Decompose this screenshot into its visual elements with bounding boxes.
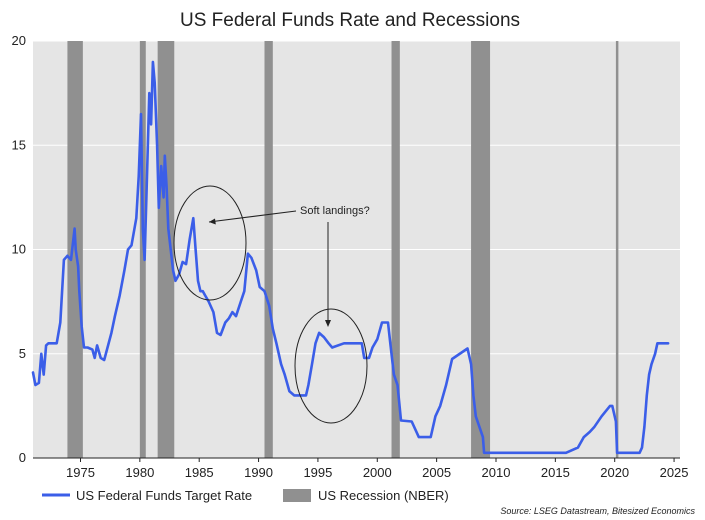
legend-label-rate: US Federal Funds Target Rate [76, 488, 252, 503]
annotation-arrow-1 [208, 210, 297, 223]
y-tick-label: 20 [12, 33, 26, 48]
x-tick-label: 1985 [185, 465, 214, 480]
y-axis: 0 5 10 15 20 [12, 33, 680, 465]
x-tick-label: 2005 [422, 465, 451, 480]
x-tick-label: 2025 [660, 465, 689, 480]
recession-band [264, 41, 273, 458]
y-tick-label: 5 [19, 346, 26, 361]
annotation: Soft landings? [173, 185, 370, 424]
annotation-arrowhead-2 [325, 320, 331, 327]
series-line-fed-funds [31, 60, 670, 455]
x-tick-label: 1990 [244, 465, 273, 480]
annotation-arrowhead-1 [209, 218, 216, 225]
y-tick-label: 15 [12, 137, 26, 152]
x-tick-label: 2000 [363, 465, 392, 480]
y-tick-label: 0 [19, 450, 26, 465]
legend-label-recession: US Recession (NBER) [318, 488, 449, 503]
annotation-label: Soft landings? [300, 205, 370, 217]
annotation-circle-1990s [294, 308, 368, 424]
x-tick-label: 2020 [600, 465, 629, 480]
x-tick-label: 1975 [66, 465, 95, 480]
y-tick-label: 10 [12, 242, 26, 257]
x-tick-label: 2015 [541, 465, 570, 480]
series-lines [31, 60, 670, 455]
x-tick-label: 1980 [125, 465, 154, 480]
legend: US Federal Funds Target Rate US Recessio… [42, 488, 449, 503]
x-axis: 1975 1980 1985 1990 1995 2000 2005 2010 2015 2020… [66, 458, 689, 480]
recession-band [391, 41, 400, 458]
x-tick-label: 2010 [482, 465, 511, 480]
legend-recession-swatch [283, 489, 311, 502]
x-tick-label: 1995 [303, 465, 332, 480]
source-note: Source: LSEG Datastream, Bitesized Econo… [500, 506, 695, 516]
recession-band [615, 41, 619, 458]
chart-title: US Federal Funds Rate and Recessions [180, 10, 520, 31]
recession-band [157, 41, 175, 458]
recession-band [471, 41, 491, 458]
annotation-circle-1980s [173, 185, 247, 301]
